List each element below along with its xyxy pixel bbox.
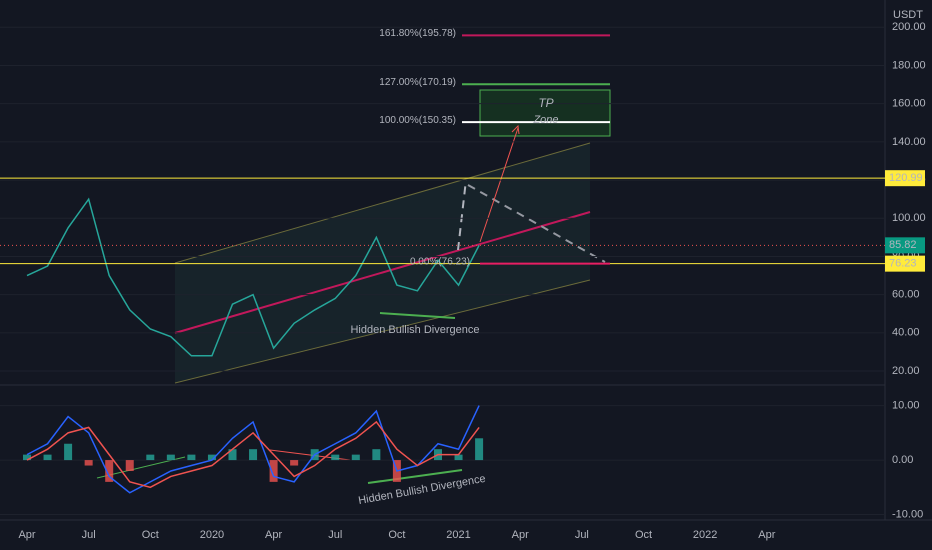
x-tick-label: Apr <box>512 529 529 541</box>
fib-label: 100.00%(150.35) <box>379 115 456 126</box>
channel-upper <box>174 142 591 264</box>
x-tick-label: Jul <box>575 529 589 541</box>
series-line <box>26 197 480 357</box>
annotation: TP <box>538 96 553 110</box>
series-line <box>26 405 480 494</box>
histogram-bar <box>290 460 299 466</box>
histogram-bar <box>166 454 175 461</box>
x-tick-label: Jul <box>82 529 96 541</box>
fib-label: 0.00%(76.23) <box>410 256 470 267</box>
histogram-bar <box>105 460 114 482</box>
channel-lower <box>174 279 591 384</box>
histogram-bar <box>228 449 237 461</box>
price-box <box>885 255 925 272</box>
price-box <box>885 170 925 187</box>
x-tick-label: Oct <box>635 529 652 541</box>
y-tick-label: 140.00 <box>892 136 926 148</box>
annotation: Hidden Bullish Divergence <box>350 324 479 336</box>
y-tick-label: 40.00 <box>892 327 920 339</box>
divergence-line <box>367 469 463 484</box>
x-tick-label: Apr <box>265 529 282 541</box>
histogram-bar <box>187 454 196 461</box>
series-line <box>26 420 480 489</box>
tp-zone <box>479 89 611 137</box>
x-tick-label: Jul <box>328 529 342 541</box>
projection-up <box>457 179 467 251</box>
histogram-bar <box>351 454 360 461</box>
channel-fill <box>175 143 590 383</box>
y-tick-label: 60.00 <box>892 289 920 301</box>
y-tick-label: 10.00 <box>892 400 920 412</box>
histogram-bar <box>23 454 31 461</box>
price-label: 120.99 <box>889 172 923 184</box>
x-tick-label: Oct <box>142 529 159 541</box>
price-label: 85.82 <box>889 239 917 251</box>
histogram-bar <box>146 454 155 461</box>
histogram-bar <box>249 449 258 461</box>
annotation: Zone <box>532 114 558 126</box>
y-tick-label: 100.00 <box>892 212 926 224</box>
histogram-bar <box>84 460 93 466</box>
histogram-bar <box>372 449 381 461</box>
x-tick-label: 2022 <box>693 529 717 541</box>
projection <box>467 184 606 263</box>
x-tick-label: Apr <box>758 529 775 541</box>
y-tick-label: -10.00 <box>892 508 923 520</box>
x-tick-label: 2021 <box>446 529 470 541</box>
histogram-bar <box>269 460 278 482</box>
price-label: 76.23 <box>889 258 917 270</box>
y-tick-label: 180.00 <box>892 59 926 71</box>
histogram-bar <box>43 454 52 461</box>
price-box <box>885 237 925 254</box>
histogram-bar <box>454 454 463 461</box>
fib-label: 161.80%(195.78) <box>379 28 456 39</box>
x-tick-label: Oct <box>388 529 405 541</box>
channel-mid <box>174 211 591 334</box>
y-tick-label: 20.00 <box>892 365 920 377</box>
histogram-bar <box>64 443 73 461</box>
arrow-head <box>511 124 520 135</box>
divergence-line <box>379 312 456 319</box>
histogram-bar <box>207 454 216 461</box>
arrow <box>479 127 519 243</box>
y-tick-label: 0.00 <box>892 454 913 466</box>
fib-label: 127.00%(170.19) <box>379 77 456 88</box>
y-tick-label: 160.00 <box>892 98 926 110</box>
x-tick-label: 2020 <box>200 529 224 541</box>
histogram-bar <box>331 454 340 461</box>
x-tick-label: Apr <box>18 529 35 541</box>
y-tick-label: 200.00 <box>892 21 926 33</box>
histogram-bar <box>125 460 134 471</box>
currency: USDT <box>893 9 923 21</box>
histogram-bar <box>475 438 484 461</box>
